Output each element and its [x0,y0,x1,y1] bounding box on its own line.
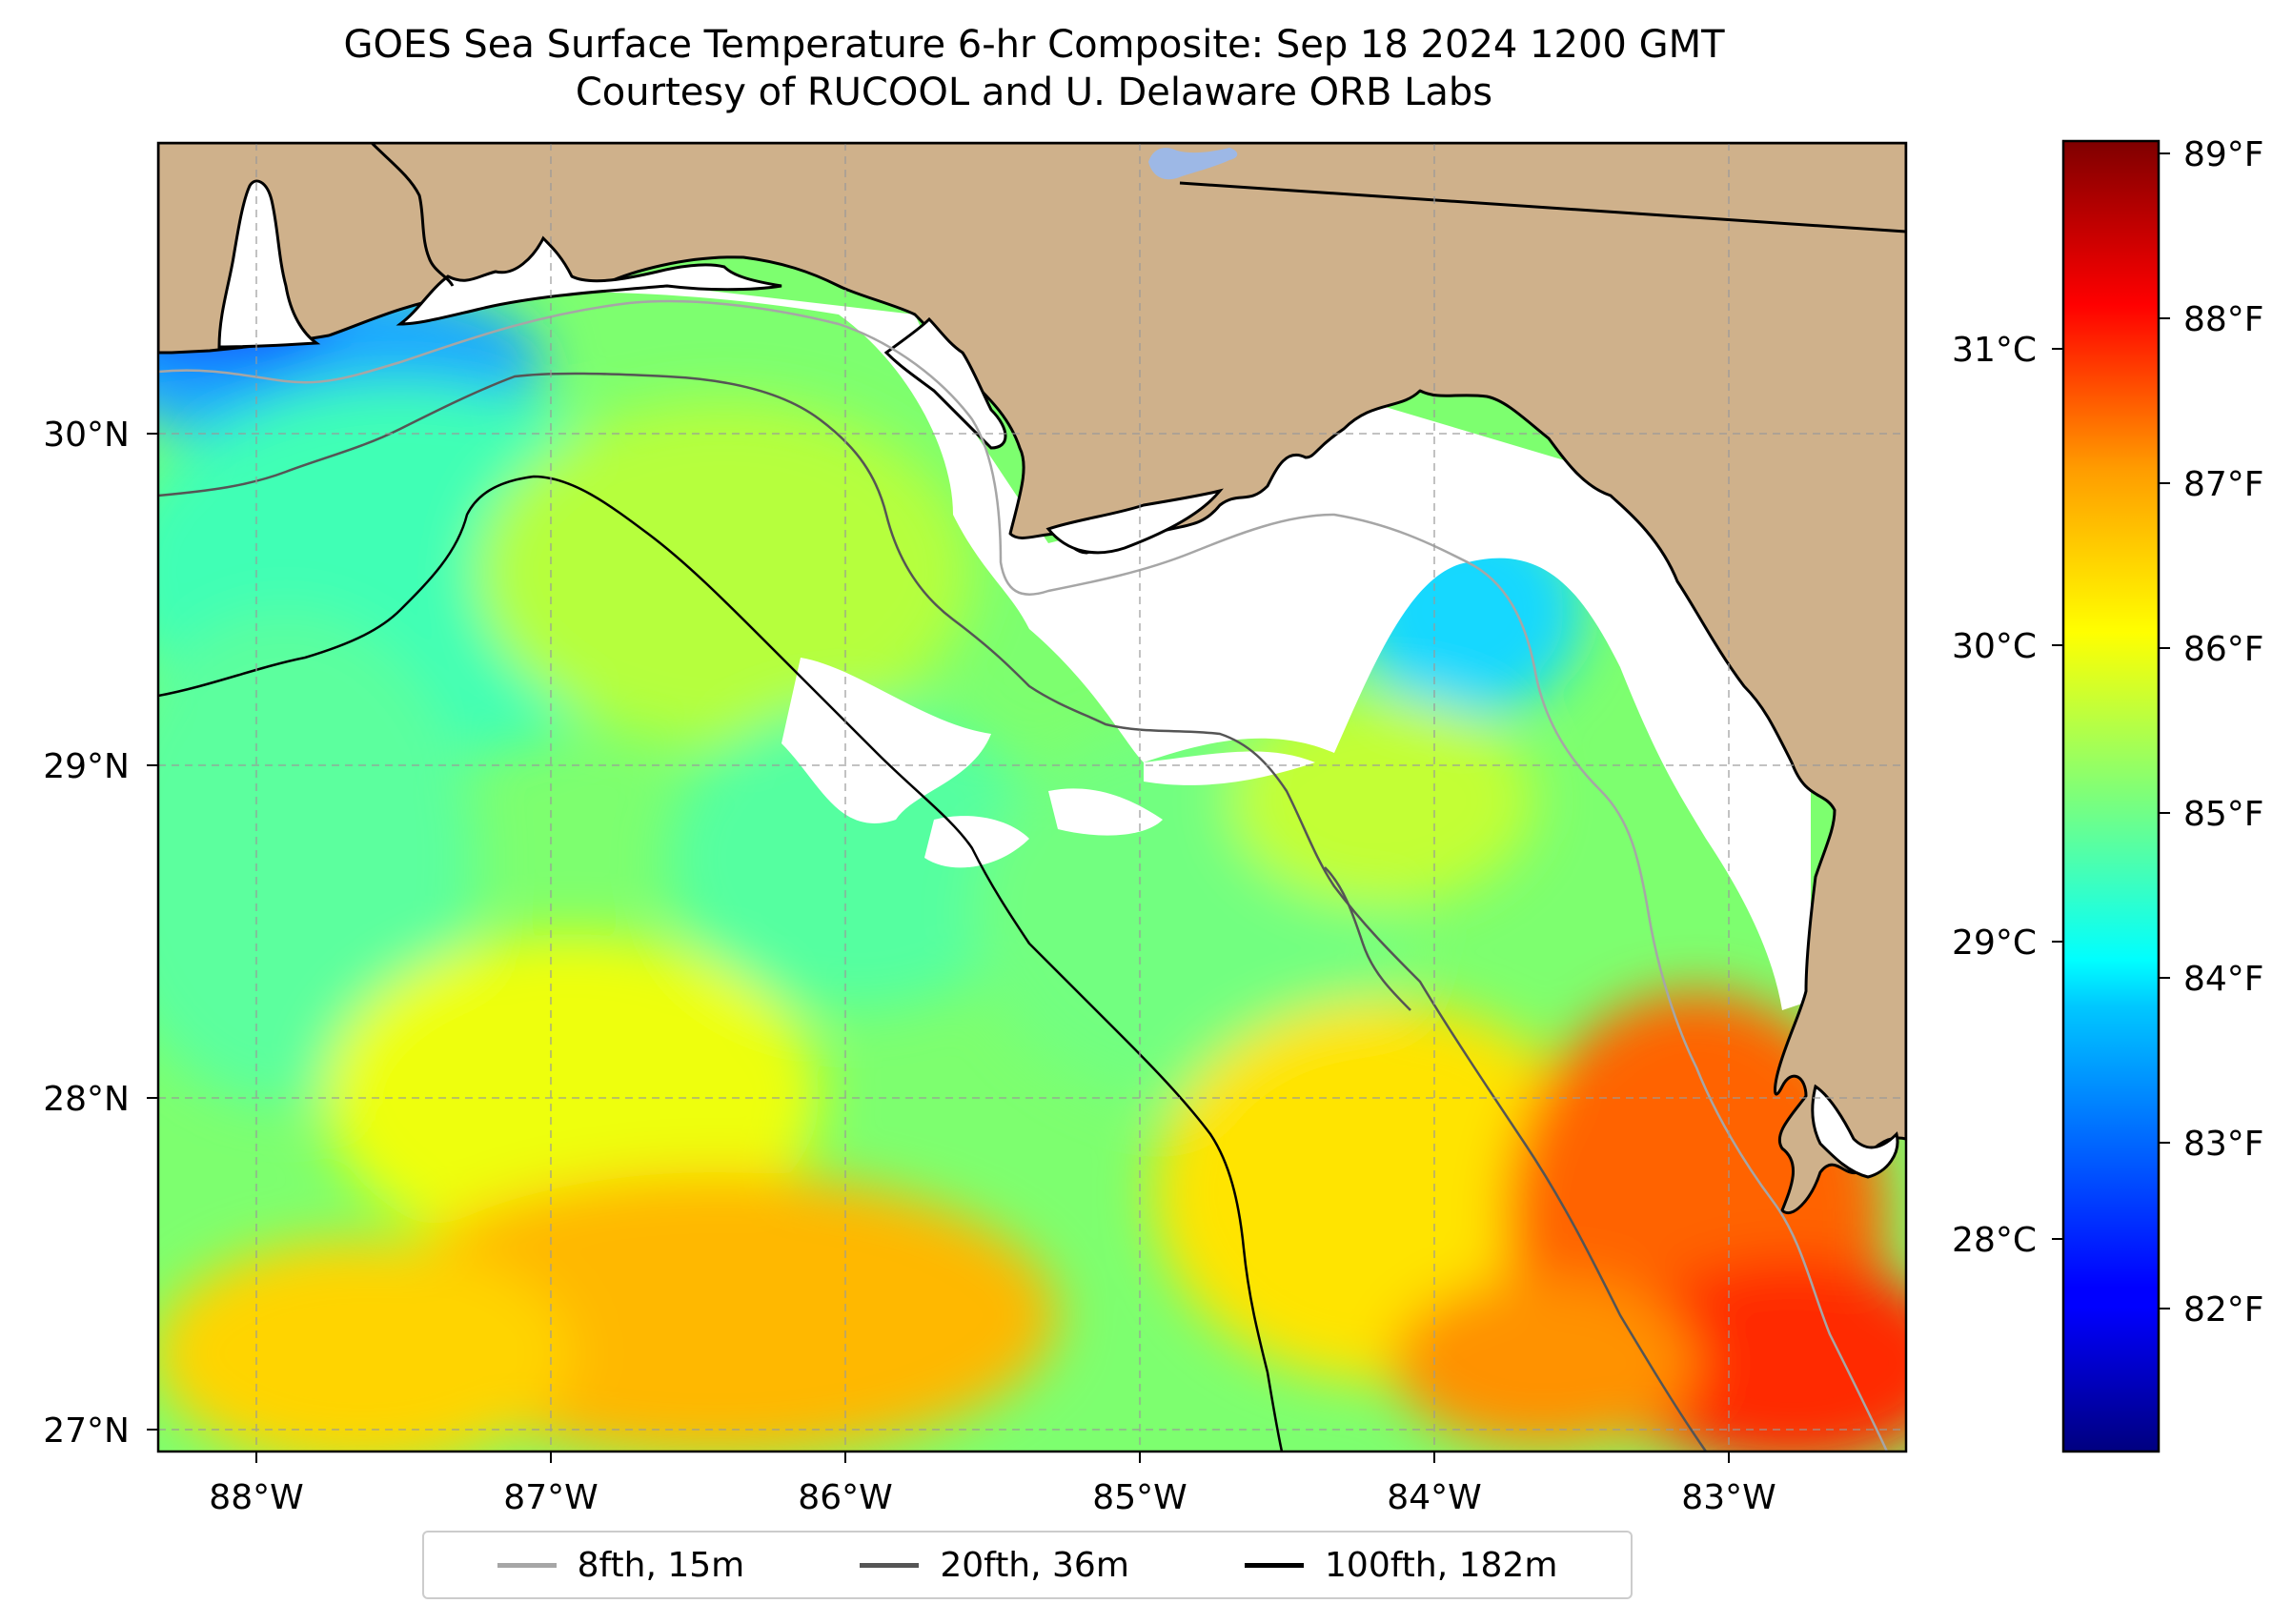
legend-swatch-100fth [1245,1562,1305,1568]
colorbar-tick-86f: 86°F [2183,630,2264,669]
no-data-region [329,286,1811,1010]
legend-swatch-20fth [860,1562,920,1568]
lake-seminole [1148,148,1238,180]
land-mass [158,143,1906,1214]
colorbar-tick-31c: 31°C [1952,331,2037,370]
legend-swatch-8fth [497,1562,557,1568]
no-data-patch-2 [1144,751,1315,785]
isobath-100fth [158,475,1284,1451]
map-plot-area [158,143,1906,1451]
lat-tick-30n: 30°N [43,416,130,455]
no-data-patch-4 [924,816,1029,868]
lat-tick-27n: 27°N [43,1411,130,1451]
colorbar-tick-29c: 29°C [1952,924,2037,963]
lon-tick-85w: 85°W [1092,1478,1187,1517]
lon-axis: 88°W 87°W 86°W 85°W 84°W 83°W [209,1451,1776,1517]
colorbar-tick-87f: 87°F [2183,465,2264,504]
legend-item-8fth: 8fth, 15m [497,1545,745,1585]
state-border-west [370,143,455,287]
state-border [1179,181,1906,233]
st-andrew-bay [883,316,1007,450]
tampa-bay [1811,1084,1899,1179]
colorbar-tick-88f: 88°F [2183,300,2264,339]
colorbar-tick-83f: 83°F [2183,1125,2264,1164]
colorbar-tick-30c: 30°C [1952,627,2037,666]
map-title: GOES Sea Surface Temperature 6-hr Compos… [0,21,2068,116]
apalachicola-bay [1045,488,1224,555]
lon-tick-84w: 84°W [1387,1478,1481,1517]
legend-item-100fth: 100fth, 182m [1245,1546,1557,1585]
no-data-patch-3 [1048,788,1163,836]
lat-tick-29n: 29°N [43,747,130,786]
colorbar-tick-84f: 84°F [2183,960,2264,999]
legend-label-20fth: 20fth, 36m [940,1545,1129,1585]
title-line-1: GOES Sea Surface Temperature 6-hr Compos… [343,23,1725,67]
lat-axis: 27°N 28°N 29°N 30°N [43,416,158,1451]
colorbar: 28°C 29°C 30°C 31°C 82°F 83°F 84°F 85°F … [1952,135,2264,1453]
sst-field [158,262,1906,1451]
colorbar-tick-85f: 85°F [2183,795,2264,834]
colorbar-fahrenheit-axis: 82°F 83°F 84°F 85°F 86°F 87°F 88°F 89°F [2159,135,2264,1330]
isobath-8fth [158,299,1889,1451]
pensacola-bay [396,235,782,326]
lat-tick-28n: 28°N [43,1080,130,1119]
title-line-2: Courtesy of RUCOOL and U. Delaware ORB L… [575,71,1493,114]
colorbar-gradient [2061,139,2161,1453]
lon-tick-87w: 87°W [503,1478,598,1517]
lon-tick-88w: 88°W [209,1478,303,1517]
isobath-20fth [158,372,1708,1451]
colorbar-tick-28c: 28°C [1952,1221,2037,1260]
isobath-legend: 8fth, 15m 20fth, 36m 100fth, 182m [422,1531,1633,1599]
no-data-patch-1 [781,658,991,823]
map-frame [156,141,1908,1453]
lon-tick-86w: 86°W [798,1478,892,1517]
colorbar-tick-89f: 89°F [2183,135,2264,174]
lon-tick-83w: 83°W [1681,1478,1776,1517]
legend-item-20fth: 20fth, 36m [860,1546,1129,1585]
grid-lines [158,143,1906,1451]
colorbar-tick-82f: 82°F [2183,1290,2264,1330]
colorbar-celsius-axis: 28°C 29°C 30°C 31°C [1952,331,2063,1260]
legend-label-8fth: 8fth, 15m [577,1545,745,1585]
mobile-bay [217,179,321,349]
legend-label-100fth: 100fth, 182m [1325,1545,1558,1585]
